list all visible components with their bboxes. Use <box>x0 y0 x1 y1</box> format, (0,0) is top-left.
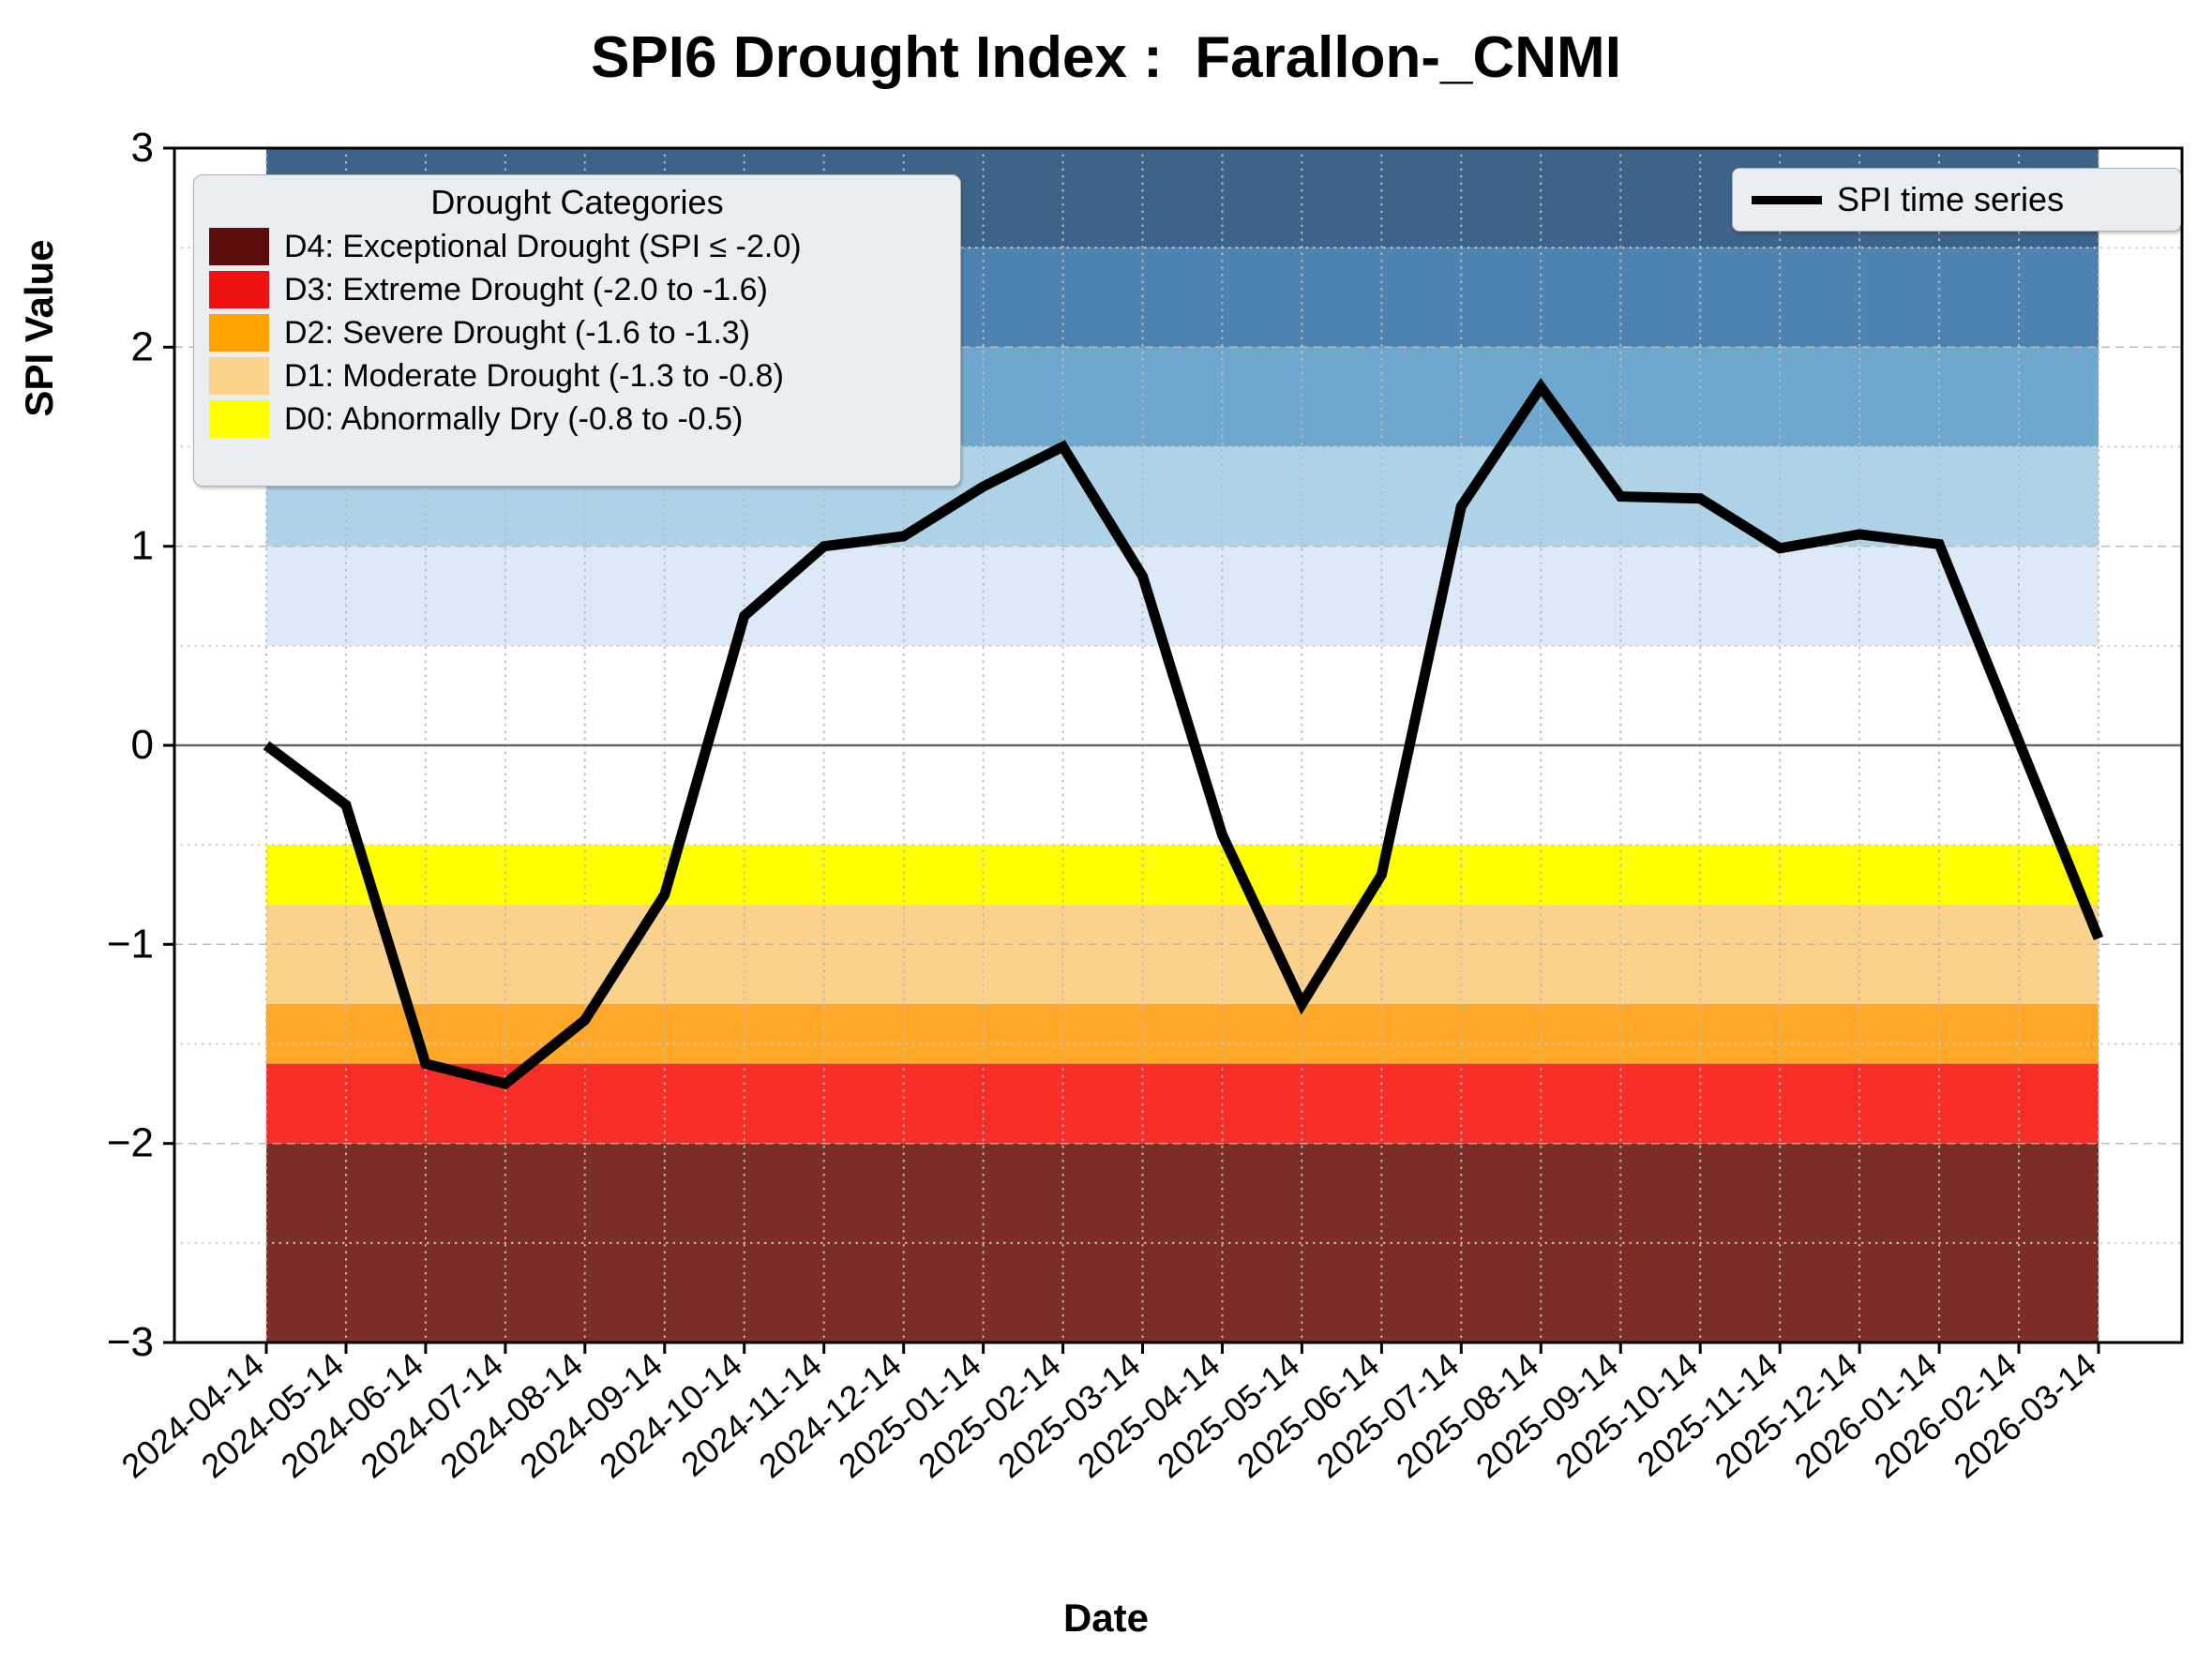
svg-text:0: 0 <box>131 722 154 768</box>
svg-text:−1: −1 <box>107 921 154 967</box>
svg-text:3: 3 <box>131 125 154 171</box>
svg-text:2: 2 <box>131 323 154 369</box>
svg-text:1: 1 <box>131 523 154 569</box>
svg-text:−3: −3 <box>107 1319 154 1365</box>
svg-text:−2: −2 <box>107 1120 154 1166</box>
